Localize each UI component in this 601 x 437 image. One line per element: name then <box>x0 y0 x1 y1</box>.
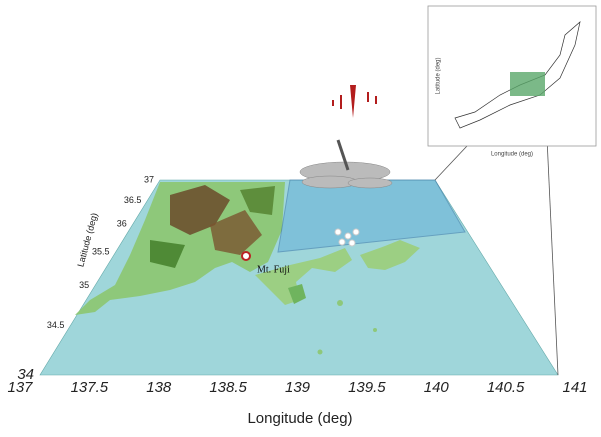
x-tick-label: 141 <box>562 379 587 396</box>
y-tick-label: 36.5 <box>124 195 142 205</box>
y-tick-label: 37 <box>144 174 154 184</box>
y-tick-label: 34 <box>17 366 34 383</box>
x-axis-label: Longitude (deg) <box>247 410 352 427</box>
x-tick-label: 140.5 <box>487 379 525 396</box>
inset-y-label: Latitude (deg) <box>436 57 442 94</box>
x-tick-label: 140 <box>424 379 450 396</box>
figure: Longitude (deg) Latitude (deg) Mt. Fuji … <box>0 0 601 437</box>
island <box>337 300 343 306</box>
inset-x-label: Longitude (deg) <box>491 152 533 158</box>
y-tick-label: 34.5 <box>47 320 65 330</box>
mt-fuji-marker <box>242 252 250 260</box>
x-tick-label: 139.5 <box>348 379 386 396</box>
y-axis-label: Latitude (deg) <box>75 212 99 268</box>
island <box>373 328 377 332</box>
y-tick-label: 35.5 <box>92 247 110 257</box>
annotation: Mt. Fuji <box>257 264 290 275</box>
y-tick-label: 36 <box>117 219 127 229</box>
y-tick-label: 35 <box>79 280 89 290</box>
plume <box>332 85 377 118</box>
x-tick-label: 137.5 <box>71 379 109 396</box>
inset-region <box>510 72 545 96</box>
x-tick-label: 138.5 <box>209 379 247 396</box>
island <box>318 350 323 355</box>
x-tick-label: 139 <box>285 379 311 396</box>
x-tick-label: 138 <box>146 379 172 396</box>
